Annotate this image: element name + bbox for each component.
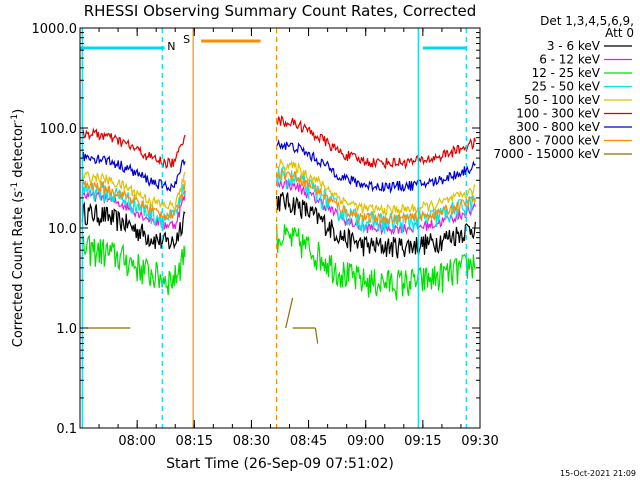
y-tick-label: 100.0: [40, 122, 77, 137]
annotation-n: N: [167, 40, 175, 53]
x-tick-label: 08:30: [233, 434, 270, 449]
legend-header-line1: Det 1,3,4,5,6,9,: [540, 14, 634, 28]
plot-area: NS: [80, 28, 476, 428]
x-tick-label: 08:00: [118, 434, 155, 449]
series-line-8-seg-1: [285, 297, 294, 329]
series-line-5-seg-0: [81, 127, 186, 170]
x-tick-label: 08:15: [176, 434, 213, 449]
series-line-4-seg-1: [276, 159, 476, 217]
y-tick-label: 0.1: [56, 422, 77, 437]
series-line-0-seg-0: [81, 201, 186, 250]
legend-label: 3 - 6 keV: [547, 39, 601, 53]
series-line-6-seg-1: [276, 139, 476, 194]
legend-header-line2: Att 0: [605, 26, 634, 40]
series-line-2-seg-0: [81, 234, 186, 296]
y-axis-label: Corrected Count Rate (s-1 detector-1): [10, 109, 26, 347]
series-line-8-seg-3: [314, 327, 319, 344]
series-line-5-seg-1: [276, 115, 476, 170]
y-axis: 0.1 1.0 10.0 100.0 1000.0: [32, 22, 480, 437]
legend-label: 12 - 25 keV: [532, 66, 601, 80]
chart-title: RHESSI Observing Summary Count Rates, Co…: [84, 2, 477, 20]
x-tick-label: 09:00: [347, 434, 384, 449]
annotation-s: S: [183, 33, 190, 46]
y-tick-label: 10.0: [48, 222, 77, 237]
series-line-4-seg-0: [81, 171, 186, 212]
legend-label: 800 - 7000 keV: [509, 134, 601, 148]
legend-label: 6 - 12 keV: [539, 53, 601, 67]
x-tick-label: 09:30: [461, 434, 498, 449]
y-tick-label: 1.0: [56, 322, 77, 337]
series-line-6-seg-0: [81, 151, 186, 192]
x-tick-label: 08:45: [290, 434, 327, 449]
series-line-0-seg-1: [276, 192, 476, 259]
series-line-7-seg-1: [276, 167, 476, 226]
series-line-1-seg-1: [276, 178, 476, 236]
legend-label: 100 - 300 keV: [516, 107, 600, 121]
plot-frame: [79, 27, 481, 429]
x-axis-label: Start Time (26-Sep-09 07:51:02): [166, 456, 394, 472]
footer-timestamp: 15-Oct-2021 21:09: [560, 469, 636, 478]
series-line-7-seg-0: [81, 180, 186, 221]
x-axis: 08:00 08:15 08:30 08:45 09:00 09:15 09:30: [79, 28, 499, 449]
series-line-3-seg-0: [81, 181, 186, 230]
legend-label: 25 - 50 keV: [532, 80, 601, 94]
legend-label: 7000 - 15000 keV: [493, 147, 600, 161]
y-tick-label: 1000.0: [32, 22, 78, 37]
x-tick-label: 09:15: [404, 434, 441, 449]
legend-label: 50 - 100 keV: [524, 93, 601, 107]
legend-label: 300 - 800 keV: [516, 120, 600, 134]
series-line-2-seg-1: [276, 224, 476, 301]
